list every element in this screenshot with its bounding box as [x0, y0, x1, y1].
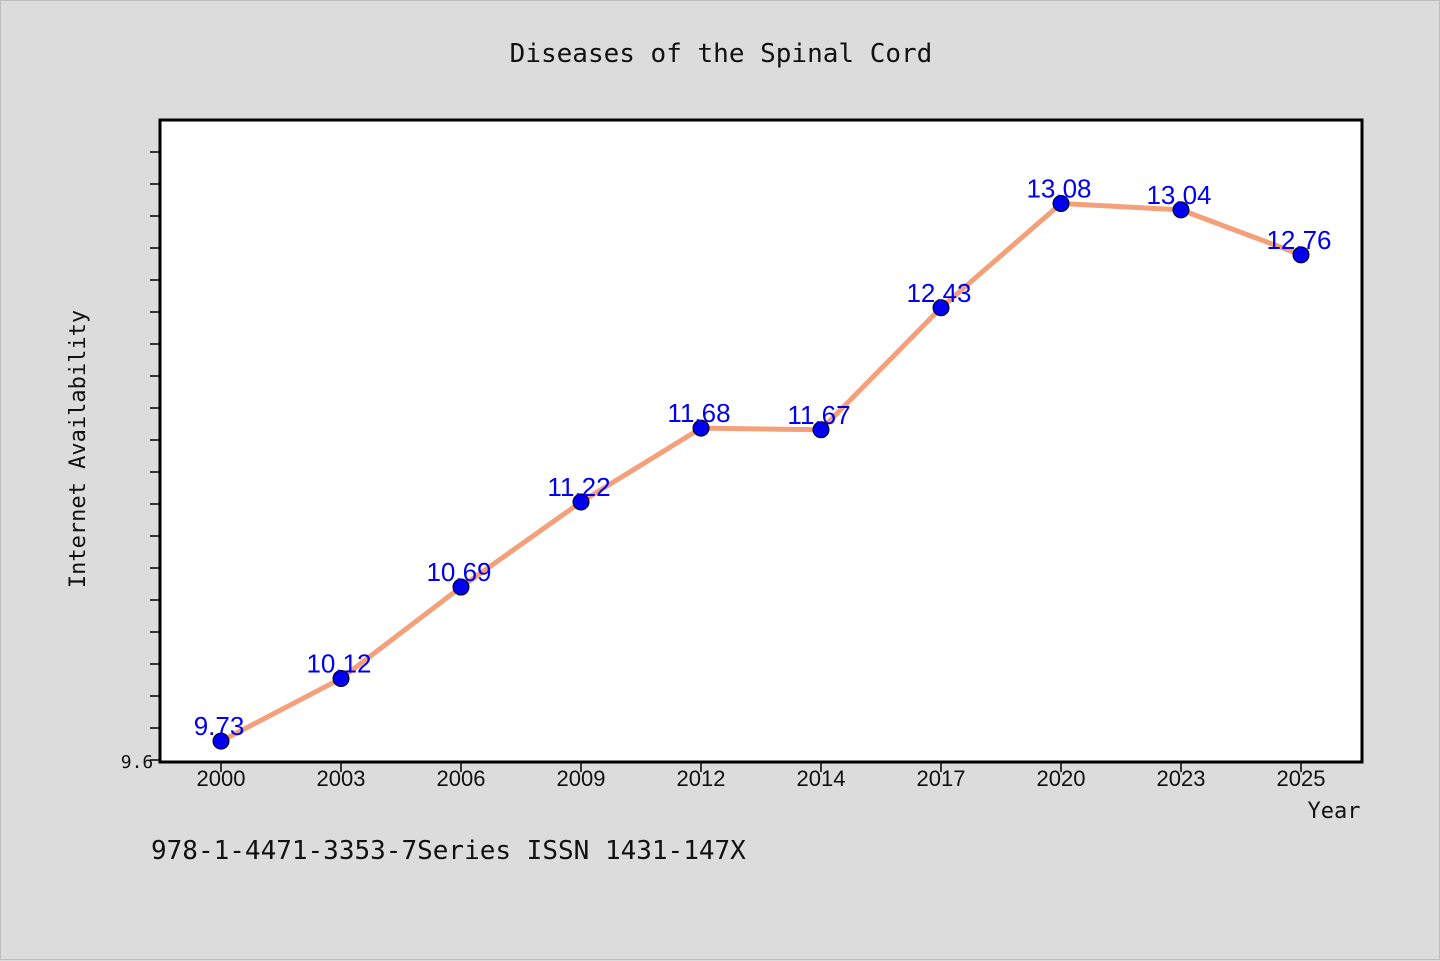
data-point [1292, 246, 1310, 264]
x-tick-label: 2025 [1277, 766, 1326, 791]
x-axis-ticks [220, 762, 1302, 772]
series-line [218, 200, 1304, 744]
data-point [1172, 201, 1190, 219]
y-tick-label: 9.6 [121, 752, 154, 773]
x-tick-label: 2003 [317, 766, 366, 791]
data-labels: 9.73 10.12 10.69 11.22 11.68 11.67 12.43 13.08 1… [194, 173, 1332, 741]
x-tick-label: 2023 [1157, 766, 1206, 791]
data-label: 11.68 [667, 398, 730, 428]
plot-area [158, 118, 1364, 764]
data-point [932, 299, 950, 317]
data-label: 13.08 [1026, 173, 1091, 203]
x-tick-label: 2006 [437, 766, 486, 791]
y-minor-ticks [150, 151, 160, 761]
data-label: 13.04 [1146, 180, 1211, 210]
series-markers [212, 194, 1310, 750]
data-point [1052, 194, 1070, 212]
footer-isbn-text: 978-1-4471-3353-7Series ISSN 1431-147X [151, 836, 746, 866]
x-tick-label: 2020 [1037, 766, 1086, 791]
data-label: 9.73 [194, 711, 245, 741]
x-tick-label: 2017 [917, 766, 966, 791]
y-axis-label: Internet Availability [66, 310, 91, 588]
data-point [452, 578, 470, 596]
x-axis-label: Year [1308, 799, 1361, 824]
x-tick-label: 2012 [677, 766, 726, 791]
data-label: 11.67 [787, 400, 850, 430]
data-label: 12.43 [906, 278, 971, 308]
data-label: 11.22 [547, 472, 610, 502]
x-tick-label: 2014 [797, 766, 846, 791]
data-point [692, 419, 710, 437]
x-tick-label: 2000 [197, 766, 246, 791]
chart-title: Diseases of the Spinal Cord [510, 39, 933, 69]
data-point [572, 493, 590, 511]
x-tick-label: 2009 [557, 766, 606, 791]
data-point [212, 732, 230, 750]
data-label: 10.12 [306, 649, 371, 679]
data-label: 10.69 [426, 557, 491, 587]
x-axis-tick-labels: 2000 2003 2006 2009 2012 2014 2017 2020 2023 2025 [197, 766, 1326, 791]
data-point [812, 421, 830, 439]
data-point [332, 670, 350, 688]
data-label: 12.76 [1266, 225, 1331, 255]
